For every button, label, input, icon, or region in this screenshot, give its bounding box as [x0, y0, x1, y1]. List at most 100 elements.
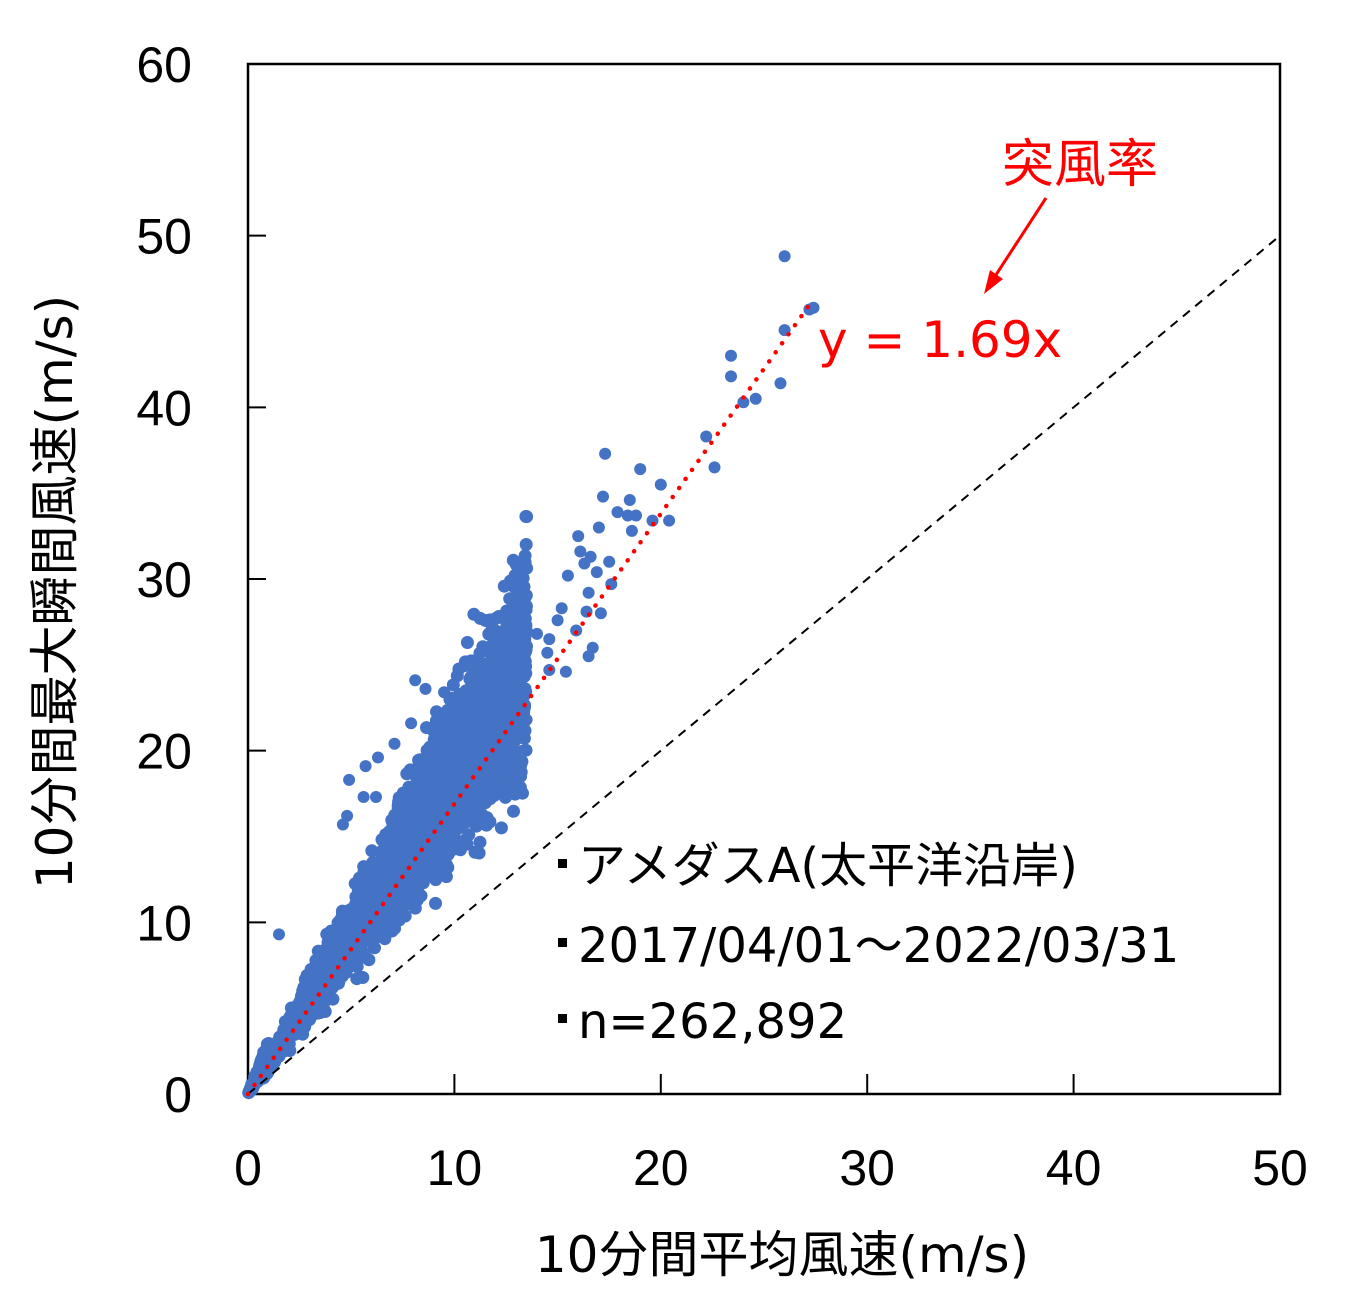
scatter-point [371, 883, 384, 897]
scatter-point [592, 521, 605, 534]
scatter-point [506, 553, 520, 567]
gust-factor-label: 突風率 [1002, 135, 1158, 195]
scatter-point [725, 370, 737, 383]
scatter-point [311, 973, 325, 987]
scatter-point [594, 607, 607, 620]
scatter-point [555, 602, 568, 615]
scatter-point [441, 802, 455, 816]
scatter-point [403, 763, 417, 777]
scatter-point [370, 791, 382, 803]
scatter-point [408, 901, 422, 915]
scatter-point [519, 510, 533, 523]
scatter-point [382, 916, 396, 929]
scatter-point [474, 776, 488, 790]
scatter-point [357, 865, 371, 879]
y-tick-label: 10 [136, 895, 192, 951]
info-box: アメダスA(太平洋沿岸) 2017/04/01〜2022/03/31 n=262… [558, 838, 1179, 1050]
info-bullet [558, 859, 567, 868]
scatter-point [574, 545, 587, 558]
scatter-point [519, 588, 533, 602]
scatter-point [365, 844, 379, 858]
scatter-point [749, 392, 762, 405]
scatter-point [737, 396, 750, 409]
scatter-point [467, 677, 481, 691]
scatter-point [708, 461, 721, 474]
scatter-point [774, 377, 787, 390]
scatter-point [462, 733, 476, 746]
scatter-point [348, 953, 362, 967]
scatter-point [515, 628, 529, 642]
scatter-point [405, 717, 418, 730]
x-tick-label: 20 [633, 1140, 689, 1196]
scatter-point [452, 805, 466, 819]
scatter-point [559, 665, 572, 678]
scatter-point [436, 792, 450, 806]
scatter-point [385, 904, 399, 918]
scatter-point [623, 494, 636, 506]
scatter-point [409, 674, 422, 687]
scatter-point [590, 566, 603, 579]
scatter-point [460, 636, 474, 649]
scatter-point [414, 761, 428, 775]
scatter-point [409, 860, 423, 874]
scatter-point [398, 822, 412, 836]
scatter-point [472, 846, 486, 860]
scatter-point [518, 684, 532, 698]
scatter-point [277, 1033, 291, 1047]
scatter-point [582, 586, 595, 599]
scatter-point [391, 801, 405, 815]
y-tick-label: 20 [136, 724, 192, 780]
scatter-point [510, 672, 523, 685]
scatter-point [778, 250, 791, 263]
scatter-point [384, 873, 398, 887]
x-tick-label: 30 [839, 1140, 895, 1196]
scatter-point [473, 725, 487, 739]
scatter-point [519, 538, 533, 551]
scatter-point [438, 686, 451, 699]
info-bullet [558, 1014, 567, 1023]
scatter-point [316, 999, 330, 1013]
scatter-point [413, 878, 426, 892]
scatter-point [487, 789, 501, 802]
scatter-point [429, 896, 442, 910]
scatter-point [578, 557, 591, 570]
scatter-point [469, 811, 483, 825]
scatter-point [420, 774, 433, 788]
y-tick-label: 0 [164, 1067, 192, 1123]
x-tick-label: 10 [427, 1140, 483, 1196]
scatter-point [482, 643, 496, 657]
scatter-point [421, 814, 435, 828]
scatter-point [625, 524, 638, 537]
scatter-point [273, 928, 285, 941]
scatter-point [375, 928, 389, 941]
scatter-point [391, 851, 405, 865]
scatter-point [355, 889, 369, 903]
scatter-point [349, 912, 363, 926]
annotation-arrowhead [984, 270, 1003, 294]
scatter-point [368, 862, 382, 875]
scatter-point [398, 891, 412, 905]
scatter-point [480, 818, 493, 832]
scatter-point [499, 609, 513, 623]
scatter-point [375, 833, 389, 847]
y-tick-label: 60 [136, 37, 192, 93]
info-line-station: アメダスA(太平洋沿岸) [578, 838, 1078, 894]
scatter-point [506, 764, 520, 778]
scatter-point [479, 614, 493, 627]
scatter-point [417, 798, 431, 812]
scatter-point [419, 682, 432, 695]
scatter-point [321, 954, 335, 968]
x-axis-title: 10分間平均風速(m/s) [535, 1226, 1029, 1284]
scatter-point [445, 761, 459, 775]
scatter-point [725, 349, 737, 362]
scatter-point [343, 773, 356, 786]
scatter-point [336, 967, 350, 981]
scatter-point [611, 506, 624, 519]
scatter-point [336, 818, 349, 831]
x-tick-label: 40 [1046, 1140, 1102, 1196]
scatter-point [467, 607, 481, 621]
info-bullet [558, 938, 567, 947]
scatter-point [447, 841, 461, 855]
x-axis-ticks: 0 10 20 30 40 50 [234, 1074, 1308, 1196]
scatter-point [508, 693, 521, 706]
